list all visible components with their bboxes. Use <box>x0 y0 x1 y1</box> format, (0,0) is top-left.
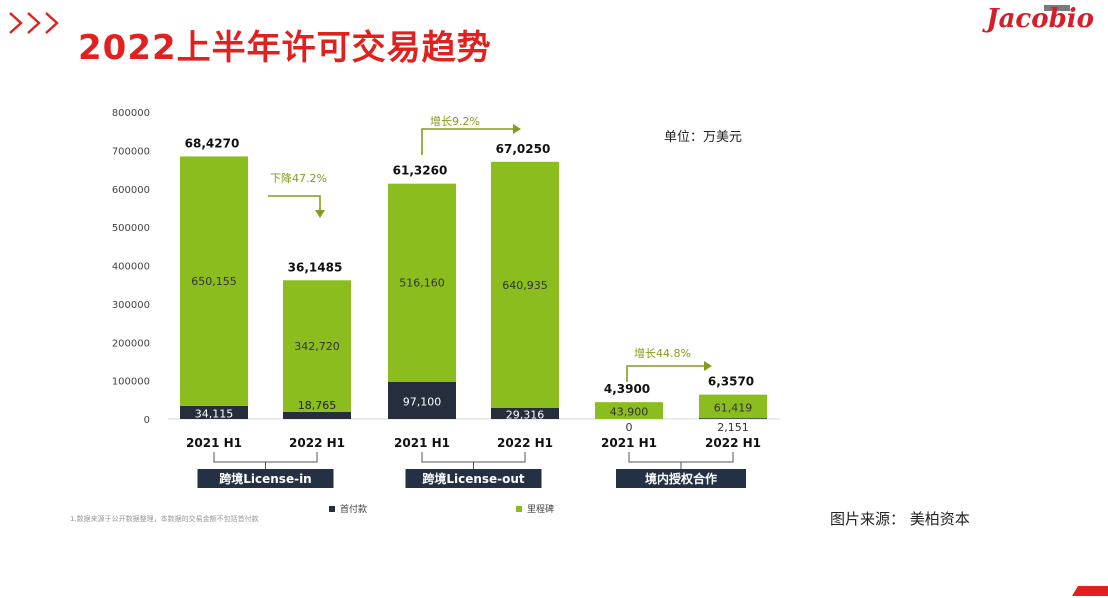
x-tick-label: 2022 H1 <box>497 436 553 450</box>
annotation-arrow <box>421 128 515 155</box>
x-tick-label: 2022 H1 <box>705 436 761 450</box>
annotation-arrowhead <box>315 210 325 218</box>
milestone-value-label: 650,155 <box>191 275 237 288</box>
y-tick-label: 500000 <box>112 223 150 234</box>
bar-upfront <box>491 407 559 419</box>
upfront-value-label: 0 <box>626 421 633 434</box>
legend-label-upfront: 首付款 <box>340 503 367 515</box>
y-tick-label: 200000 <box>112 338 150 349</box>
x-tick-label: 2021 H1 <box>186 436 242 450</box>
milestone-value-label: 342,720 <box>294 340 340 353</box>
group-label: 境内授权合作 <box>645 471 717 486</box>
total-label: 36,1485 <box>288 260 343 274</box>
bar-milestone <box>595 402 663 419</box>
y-tick-label: 800000 <box>112 108 150 119</box>
group-bracket <box>213 452 318 463</box>
group-label-bg <box>197 469 334 488</box>
y-tick-label: 700000 <box>112 146 150 157</box>
annotation-arrow <box>268 195 321 212</box>
bar-upfront <box>180 405 248 419</box>
bar-milestone <box>388 183 456 382</box>
total-label: 4,3900 <box>604 382 650 396</box>
x-tick-label: 2021 H1 <box>601 436 657 450</box>
y-tick-label: 100000 <box>112 377 150 388</box>
bar-upfront <box>283 411 351 419</box>
bar-milestone <box>180 156 248 406</box>
group-label-bg <box>405 469 542 488</box>
milestone-value-label: 61,419 <box>714 401 753 414</box>
group-bracket <box>628 452 734 463</box>
annotation-arrowhead <box>513 124 521 134</box>
corner-decoration <box>1072 586 1108 596</box>
unit-label: 单位：万美元 <box>664 130 742 145</box>
upfront-value-label: 97,100 <box>403 395 442 408</box>
upfront-value-label: 18,765 <box>298 399 337 412</box>
footnote: 1.数据来源于公开数据整理，本数据的交易金额不包括首付款 <box>70 515 259 523</box>
y-tick-label: 400000 <box>112 262 150 273</box>
upfront-value-label: 29,316 <box>506 408 545 421</box>
bar-upfront <box>699 418 767 419</box>
milestone-value-label: 43,900 <box>610 406 649 419</box>
milestone-value-label: 640,935 <box>502 279 548 292</box>
annotation-arrow <box>626 365 706 382</box>
group-label: 跨境License-in <box>219 471 311 486</box>
y-tick-label: 600000 <box>112 185 150 196</box>
total-label: 6,3570 <box>708 375 754 389</box>
x-tick-label: 2021 H1 <box>394 436 450 450</box>
annotation-label: 增长9.2% <box>430 114 480 128</box>
annotation-arrowhead <box>704 361 712 371</box>
annotation-label: 下降47.2% <box>270 171 327 185</box>
group-label: 跨境License-out <box>422 471 525 486</box>
legend-label-milestone: 里程碑 <box>527 503 554 515</box>
chevron-arrows-icon <box>9 12 59 34</box>
logo-tag <box>1044 5 1070 11</box>
y-tick-label: 0 <box>144 415 150 426</box>
total-label: 68,4270 <box>185 136 240 150</box>
milestone-value-label: 516,160 <box>399 277 445 290</box>
bar-milestone <box>491 161 559 408</box>
legend-swatch-milestone <box>516 506 522 512</box>
annotation-label: 增长44.8% <box>634 346 691 360</box>
upfront-value-label: 34,115 <box>195 407 234 420</box>
group-bracket <box>421 452 526 463</box>
x-tick-label: 2022 H1 <box>289 436 345 450</box>
image-source: 图片来源： 美柏资本 <box>830 510 970 528</box>
group-label-bg <box>616 469 746 488</box>
bar-milestone <box>699 394 767 419</box>
brand-logo: Jacobio <box>986 4 1094 34</box>
upfront-value-label: 2,151 <box>717 421 749 434</box>
bar-milestone <box>283 280 351 412</box>
y-tick-label: 300000 <box>112 300 150 311</box>
legend-swatch-upfront <box>329 506 335 512</box>
total-label: 67,0250 <box>496 142 551 156</box>
bar-upfront <box>388 381 456 419</box>
total-label: 61,3260 <box>393 164 448 178</box>
page-title: 2022上半年许可交易趋势 <box>78 28 492 68</box>
